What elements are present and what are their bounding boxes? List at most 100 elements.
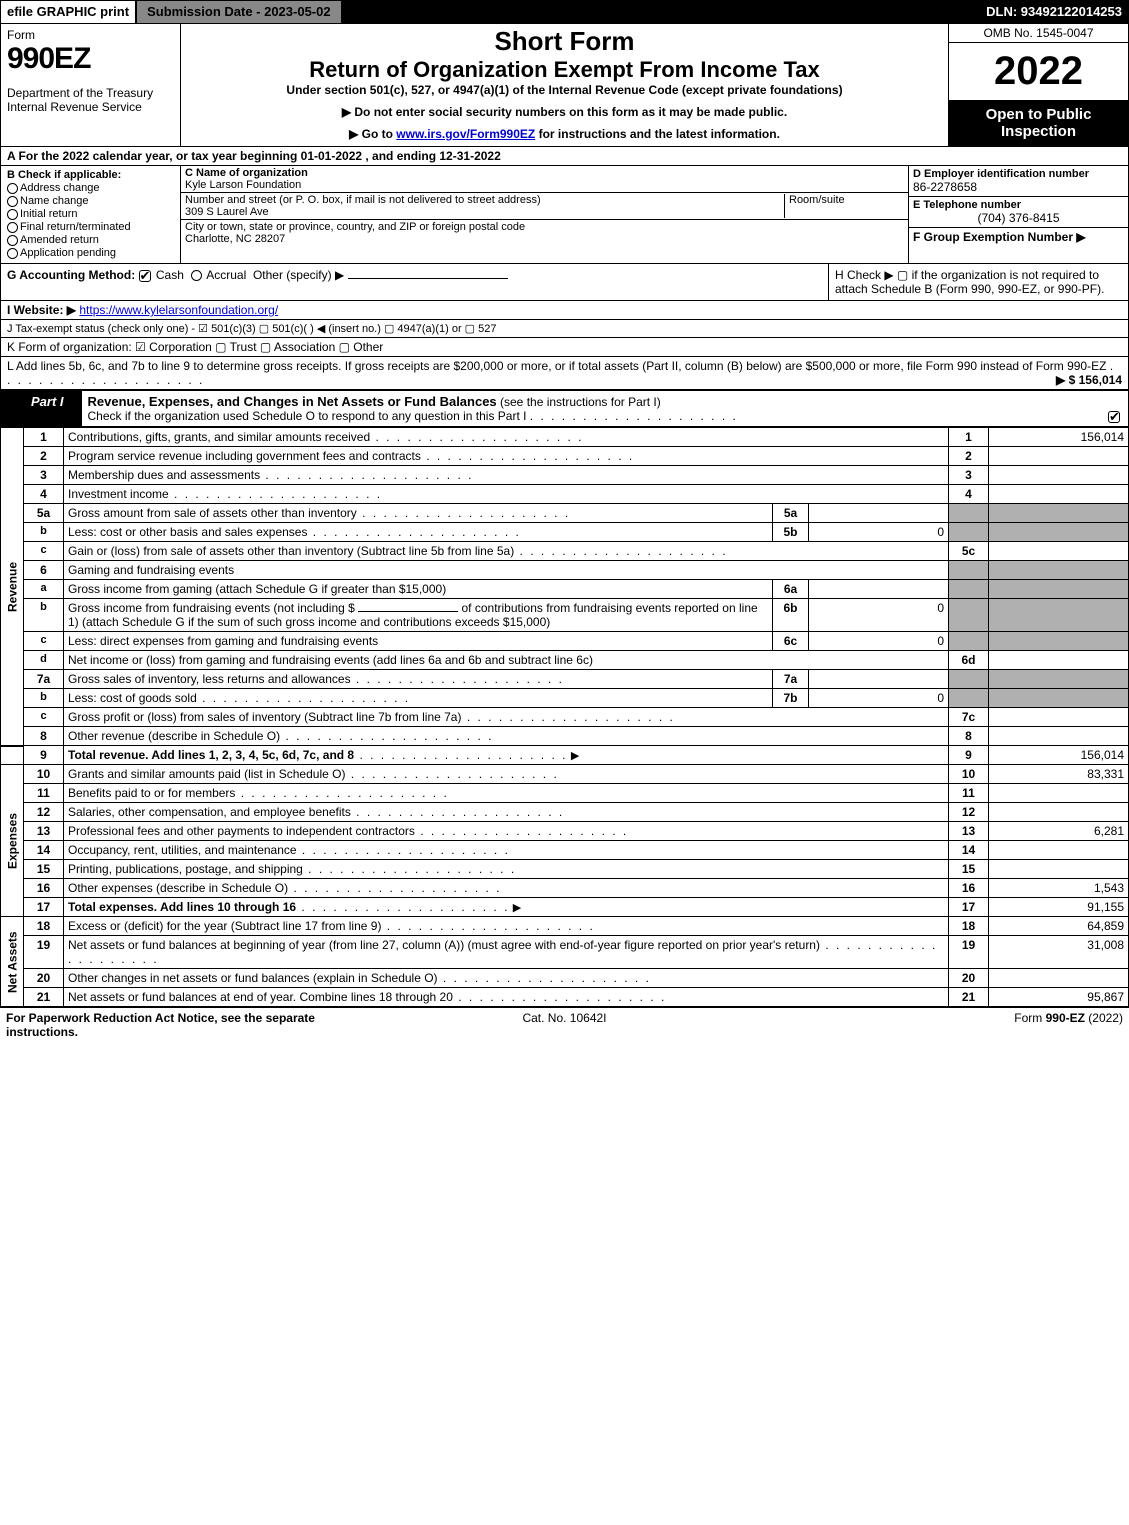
l7b-inum: 7b	[773, 689, 809, 708]
l1-desc: Contributions, gifts, grants, and simila…	[68, 430, 370, 444]
c-name-label: C Name of organization	[185, 167, 308, 179]
l5b-inum: 5b	[773, 523, 809, 542]
l5c-rnum: 5c	[949, 542, 989, 561]
i-label: I Website: ▶	[7, 303, 76, 317]
b-amended-return[interactable]: Amended return	[7, 234, 174, 246]
l7b-ival: 0	[809, 689, 949, 708]
d-ein: D Employer identification number 86-2278…	[909, 166, 1128, 197]
l8-amt	[989, 727, 1129, 746]
short-form-title: Short Form	[187, 26, 942, 57]
l6c-num: c	[24, 632, 64, 651]
l5a-inum: 5a	[773, 504, 809, 523]
return-title: Return of Organization Exempt From Incom…	[187, 57, 942, 83]
b-opt-4: Amended return	[20, 234, 99, 246]
b-opt-2: Initial return	[20, 208, 77, 220]
part-i-checkbox[interactable]	[1108, 411, 1120, 423]
g-other-blank[interactable]	[348, 278, 508, 279]
part-i-title: Revenue, Expenses, and Changes in Net As…	[82, 391, 1128, 426]
c-street-label: Number and street (or P. O. box, if mail…	[185, 194, 784, 206]
row-gh: G Accounting Method: Cash Accrual Other …	[0, 264, 1129, 301]
l19-desc: Net assets or fund balances at beginning…	[68, 938, 820, 952]
l6a-inum: 6a	[773, 580, 809, 599]
l17-num: 17	[24, 898, 64, 917]
row-k: K Form of organization: ☑ Corporation ▢ …	[0, 338, 1129, 357]
l12-desc: Salaries, other compensation, and employ…	[68, 805, 351, 819]
l7b-desc: Less: cost of goods sold	[68, 691, 197, 705]
l5a-desc: Gross amount from sale of assets other t…	[68, 506, 357, 520]
l-amount: ▶ $ 156,014	[1056, 373, 1122, 387]
g-cash-checkbox[interactable]	[139, 270, 151, 282]
l21-amt: 95,867	[989, 988, 1129, 1007]
col-b: B Check if applicable: Address change Na…	[1, 166, 181, 263]
org-name: Kyle Larson Foundation	[185, 179, 904, 191]
l7a-desc: Gross sales of inventory, less returns a…	[68, 672, 351, 686]
l14-amt	[989, 841, 1129, 860]
header-left: Form 990EZ Department of the Treasury In…	[1, 24, 181, 146]
l16-amt: 1,543	[989, 879, 1129, 898]
b-name-change[interactable]: Name change	[7, 195, 174, 207]
l13-amt: 6,281	[989, 822, 1129, 841]
l13-rnum: 13	[949, 822, 989, 841]
l6b-amt-grey	[989, 599, 1129, 632]
l6c-amt-grey	[989, 632, 1129, 651]
l3-amt	[989, 466, 1129, 485]
row-j: J Tax-exempt status (check only one) - ☑…	[0, 320, 1129, 338]
l4-rnum: 4	[949, 485, 989, 504]
e-label: E Telephone number	[913, 199, 1124, 211]
l18-num: 18	[24, 917, 64, 936]
part-i-label: Part I	[1, 391, 82, 426]
l3-num: 3	[24, 466, 64, 485]
l18-amt: 64,859	[989, 917, 1129, 936]
b-opt-0: Address change	[20, 182, 100, 194]
l6a-amt-grey	[989, 580, 1129, 599]
form-label: Form	[7, 28, 174, 42]
efile-label[interactable]: efile GRAPHIC print	[1, 1, 137, 23]
l7a-ival	[809, 670, 949, 689]
l13-desc: Professional fees and other payments to …	[68, 824, 415, 838]
l2-num: 2	[24, 447, 64, 466]
l15-desc: Printing, publications, postage, and shi…	[68, 862, 303, 876]
l5b-rnum-grey	[949, 523, 989, 542]
l6c-rnum-grey	[949, 632, 989, 651]
row-i: I Website: ▶ https://www.kylelarsonfound…	[0, 301, 1129, 320]
l2-amt	[989, 447, 1129, 466]
g-cash: Cash	[156, 268, 184, 282]
l6-rnum-grey	[949, 561, 989, 580]
footer-right: Form 990-EZ (2022)	[751, 1011, 1123, 1039]
l6c-desc: Less: direct expenses from gaming and fu…	[68, 634, 378, 648]
l6a-ival	[809, 580, 949, 599]
page-footer: For Paperwork Reduction Act Notice, see …	[0, 1007, 1129, 1042]
l6a-rnum-grey	[949, 580, 989, 599]
b-address-change[interactable]: Address change	[7, 182, 174, 194]
l2-rnum: 2	[949, 447, 989, 466]
website-link[interactable]: https://www.kylelarsonfoundation.org/	[79, 303, 278, 317]
c-addr-row: Number and street (or P. O. box, if mail…	[181, 193, 908, 220]
part-i-dots	[530, 409, 738, 423]
l6d-rnum: 6d	[949, 651, 989, 670]
l7c-num: c	[24, 708, 64, 727]
l15-amt	[989, 860, 1129, 879]
b-opt-5: Application pending	[20, 247, 116, 259]
l10-num: 10	[24, 765, 64, 784]
l6c-inum: 6c	[773, 632, 809, 651]
g-accrual: Accrual	[206, 268, 246, 282]
l19-num: 19	[24, 936, 64, 969]
g-accrual-radio[interactable]	[191, 270, 202, 281]
netassets-label: Net Assets	[1, 917, 24, 1007]
e-phone: E Telephone number (704) 376-8415	[909, 197, 1128, 228]
section-bcdef: B Check if applicable: Address change Na…	[0, 166, 1129, 264]
l6d-amt	[989, 651, 1129, 670]
irs-link[interactable]: www.irs.gov/Form990EZ	[396, 127, 535, 141]
l6b-desc1: Gross income from fundraising events (no…	[68, 601, 355, 615]
b-initial-return[interactable]: Initial return	[7, 208, 174, 220]
l14-desc: Occupancy, rent, utilities, and maintena…	[68, 843, 297, 857]
c-city-row: City or town, state or province, country…	[181, 220, 908, 246]
l6d-desc: Net income or (loss) from gaming and fun…	[68, 653, 593, 667]
expenses-label: Expenses	[1, 765, 24, 917]
l6a-num: a	[24, 580, 64, 599]
b-final-return[interactable]: Final return/terminated	[7, 221, 174, 233]
l6b-ival: 0	[809, 599, 949, 632]
l6b-inum: 6b	[773, 599, 809, 632]
part-i-sub: (see the instructions for Part I)	[500, 395, 661, 409]
b-application-pending[interactable]: Application pending	[7, 247, 174, 259]
